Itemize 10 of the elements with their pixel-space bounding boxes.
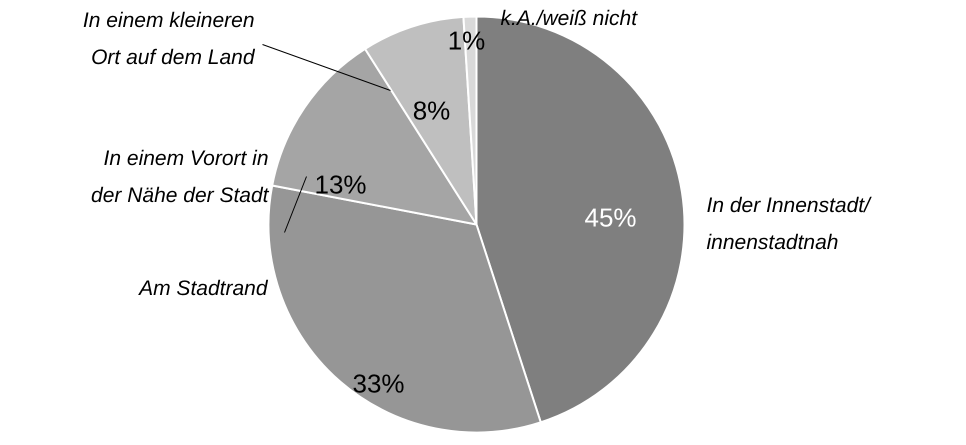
- data-label: 33%: [352, 368, 405, 398]
- slice-label: In einem kleineren Ort auf dem Land: [82, 9, 256, 69]
- data-label: 45%: [584, 202, 637, 232]
- slice-label: In der Innenstadt/ innenstadtnah: [706, 194, 872, 254]
- data-label: 1%: [448, 26, 486, 56]
- slice-label: In einem Vorort in der Nähe der Stadt: [91, 147, 270, 207]
- data-label: 13%: [314, 170, 367, 200]
- slice-label: k.A./weiß nicht: [500, 7, 638, 30]
- data-label: 8%: [412, 96, 450, 126]
- slice-label: Am Stadtrand: [137, 277, 269, 300]
